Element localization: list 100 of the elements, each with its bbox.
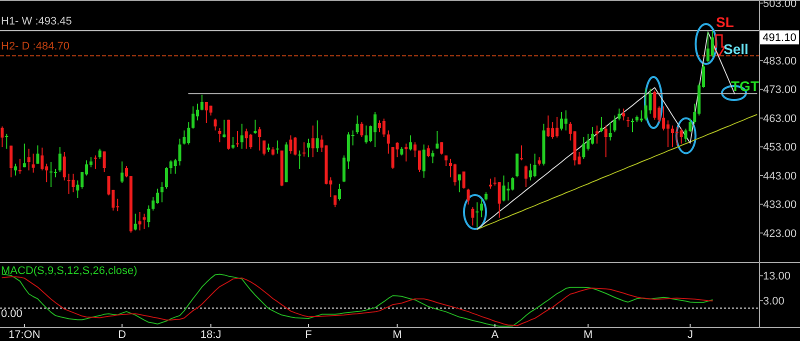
candlestick [0,126,4,148]
candlestick [360,122,364,138]
candlestick [218,128,222,143]
candlestick [200,94,204,111]
candlestick [604,125,608,158]
annotation: SL [716,14,734,30]
candlestick [422,144,426,178]
candlestick [54,168,57,178]
chart-title: MACD(S,9,S,12,S,26,close) [1,265,138,277]
candlestick [356,114,359,134]
candlestick [458,174,461,193]
candlestick [302,142,306,158]
candlestick [306,138,310,158]
candlestick [453,163,456,186]
candlestick [10,145,13,178]
candlestick [120,160,124,184]
candlestick [249,133,252,150]
candlestick [618,108,621,121]
candlestick [182,130,186,145]
y-tick-label: 463.00 [763,112,797,125]
ref-line-label: H1- W :493.45 [1,16,72,28]
candlestick [98,148,102,160]
candlestick [276,140,279,154]
candlestick [382,118,386,138]
candlestick [67,173,70,194]
annotation: TGT [731,78,760,94]
candlestick [14,163,18,176]
y-tick-label: 13.00 [763,270,791,283]
candlestick [232,136,235,150]
x-tick-label: A [491,329,500,341]
candlestick [134,213,137,231]
candlestick [498,182,501,218]
candlestick [386,130,390,154]
candlestick [138,212,142,231]
candlestick [298,150,302,170]
candlestick [32,153,35,174]
candlestick [626,116,630,128]
candlestick [680,128,683,144]
candlestick [418,150,421,173]
candlestick [466,188,470,206]
candlestick [409,134,412,152]
candlestick [142,213,146,230]
candlestick [595,125,598,144]
ref-line-label: 0.00 [1,308,22,320]
candlestick [254,119,257,134]
ref-line-label: H2- D :484.70 [1,40,70,53]
y-tick-label: 473.00 [763,84,797,96]
candlestick [22,143,26,168]
y-tick-label: 483.00 [763,55,797,68]
candlestick [564,110,568,131]
candlestick [476,202,479,228]
candlestick [710,30,714,58]
candlestick [240,123,244,150]
x-tick-label: D [118,329,126,341]
candlestick [431,150,434,164]
annotation: Sell [724,41,748,57]
x-tick-label: F [305,329,312,341]
candlestick [436,130,439,150]
candlestick [258,126,262,152]
candlestick [72,173,75,193]
x-tick-label: 18:J [200,329,222,341]
candlestick [50,162,53,188]
candlestick [480,198,484,218]
candlestick [506,182,510,202]
candlestick [262,140,266,156]
candlestick [426,144,430,158]
y-tick-label: 433.00 [763,199,797,212]
candlestick [289,134,292,154]
candlestick [364,125,368,144]
candlestick [613,114,616,133]
candlestick [449,158,452,178]
candlestick [209,105,212,116]
candlestick [62,151,66,181]
candlestick [622,108,626,121]
candlestick [102,150,106,173]
candlestick [36,144,40,164]
candlestick [471,206,474,226]
candlestick [404,143,408,162]
candlestick [40,147,44,171]
candlestick [582,136,586,160]
y-tick-label: 3.00 [763,295,784,308]
candlestick [222,119,226,138]
candlestick [214,118,217,131]
candlestick [648,88,652,114]
x-tick-label: M [392,329,402,341]
candlestick [27,148,30,171]
candlestick [160,182,164,203]
candlestick [600,116,603,133]
candlestick [533,153,536,178]
candlestick [236,130,239,148]
y-tick-label: 443.00 [763,170,797,182]
candlestick [440,142,444,156]
candlestick [147,204,150,228]
y-tick-label: 423.00 [763,228,797,240]
candlestick [462,171,466,190]
x-tick-label: M [584,329,593,341]
candlestick [608,122,612,141]
candlestick [546,114,550,138]
candlestick [94,154,97,170]
candlestick [520,144,524,161]
